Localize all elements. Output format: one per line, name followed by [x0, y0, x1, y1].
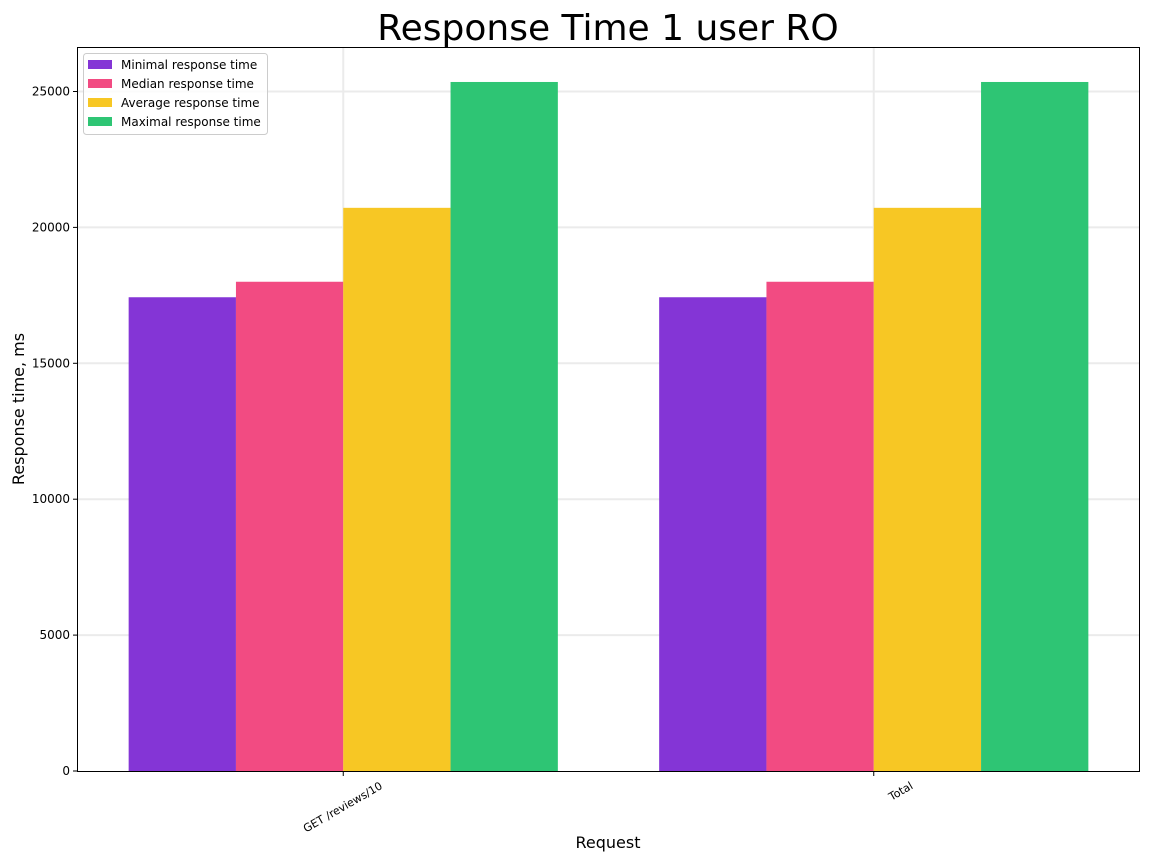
- y-tick-label: 10000: [32, 492, 70, 506]
- bar: [873, 207, 982, 772]
- x-axis-title: Request: [576, 833, 641, 852]
- y-axis: 0 5000 10000 15000 20000 25000: [32, 84, 78, 778]
- y-axis-title: Response time, ms: [9, 333, 28, 485]
- legend-label: Median response time: [121, 77, 254, 91]
- plot-frame: [77, 47, 1140, 772]
- x-tick-label: Total: [886, 779, 916, 804]
- bar: [235, 281, 344, 771]
- legend-swatch: [88, 117, 112, 126]
- bar: [766, 281, 874, 771]
- x-axis: GET /reviews/10 Total: [301, 771, 915, 835]
- bar: [128, 297, 236, 771]
- legend: Minimal response time Median response tim…: [83, 53, 268, 135]
- legend-frame: [83, 53, 268, 135]
- y-tick-label: 25000: [32, 84, 70, 98]
- bar: [981, 81, 1089, 771]
- y-tick-label: 0: [62, 764, 70, 778]
- x-tick-label: GET /reviews/10: [301, 779, 385, 835]
- legend-label: Maximal response time: [121, 115, 261, 129]
- y-tick-label: 5000: [39, 628, 70, 642]
- bar: [450, 81, 558, 771]
- bars-group: [128, 81, 1089, 772]
- y-tick-label: 20000: [32, 220, 70, 234]
- legend-label: Average response time: [121, 96, 260, 110]
- legend-swatch: [88, 79, 112, 88]
- bar: [659, 297, 767, 771]
- legend-swatch: [88, 60, 112, 69]
- bar: [343, 207, 451, 772]
- legend-label: Minimal response time: [121, 58, 257, 72]
- y-tick-label: 15000: [32, 356, 70, 370]
- chart-title: Response Time 1 user RO: [377, 8, 839, 49]
- legend-swatch: [88, 98, 112, 107]
